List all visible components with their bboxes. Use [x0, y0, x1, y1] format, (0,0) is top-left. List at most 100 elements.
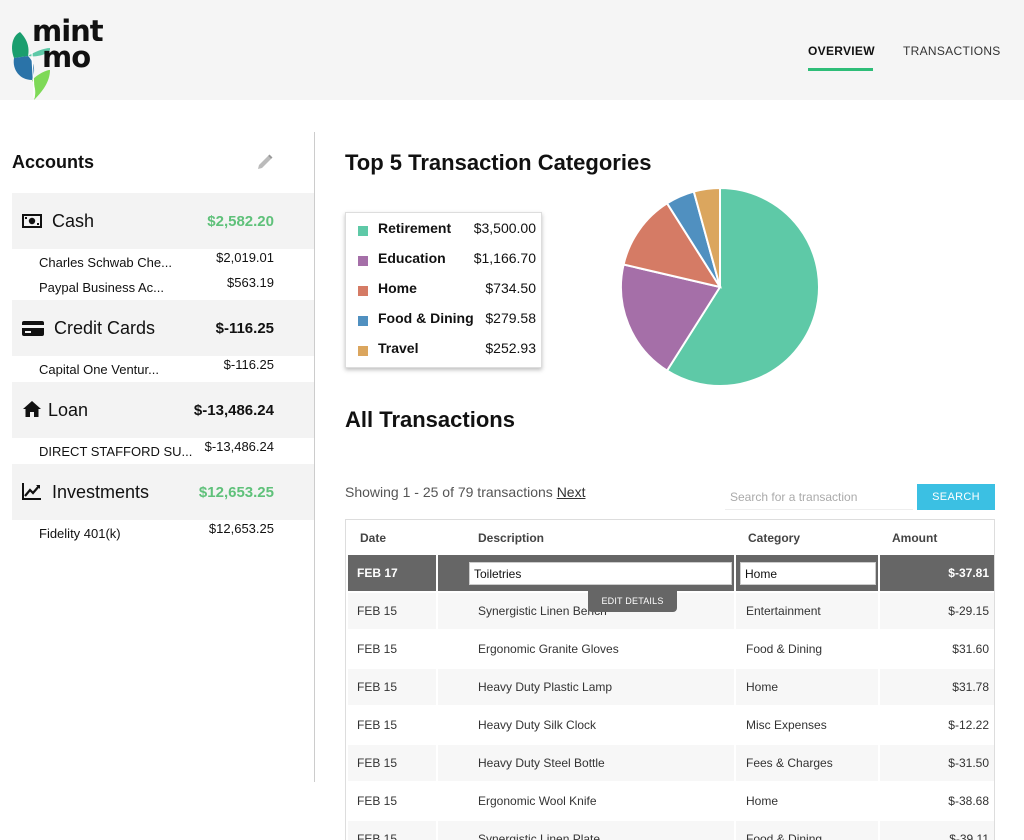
mintmo-logo[interactable]: mint mo [10, 14, 110, 102]
column-header-date[interactable]: Date [360, 531, 387, 545]
pencil-icon[interactable] [256, 153, 274, 171]
row-date: FEB 15 [357, 718, 398, 732]
pie-slice-home [622, 201, 723, 289]
legend-value: $252.93 [485, 340, 536, 356]
table-row[interactable]: FEB 15 Ergonomic Granite Gloves Food & D… [348, 631, 994, 667]
sidebar-divider [314, 132, 315, 782]
cell-bg [880, 555, 994, 591]
cell-bg [880, 593, 994, 629]
table-row[interactable]: FEB 15 Ergonomic Wool Knife Home $-38.68 [348, 783, 994, 819]
cell-bg [438, 745, 734, 781]
table-row[interactable]: FEB 15 Heavy Duty Silk Clock Misc Expens… [348, 707, 994, 743]
table-row[interactable]: FEB 15 Heavy Duty Plastic Lamp Home $31.… [348, 669, 994, 705]
group-label: Cash [52, 211, 95, 231]
cell-bg [736, 669, 878, 705]
account-name[interactable]: Fidelity 401(k) [39, 526, 121, 541]
row-description: Ergonomic Wool Knife [478, 794, 597, 808]
legend-label: Retirement [378, 220, 452, 236]
cell-bg [880, 669, 994, 705]
legend-label: Food & Dining [378, 310, 474, 326]
next-page-link[interactable]: Next [556, 484, 586, 500]
cell-bg [438, 821, 734, 840]
account-group-credit-cards[interactable]: Credit Cards $-116.25 [12, 300, 314, 356]
row-description: Heavy Duty Silk Clock [478, 718, 597, 732]
pie-slice-education [620, 263, 722, 373]
row-category: Fees & Charges [746, 756, 833, 770]
group-label: Credit Cards [54, 318, 156, 338]
description-edit-input[interactable] [469, 562, 732, 585]
credit-card-icon [22, 321, 44, 336]
cash-icon [22, 214, 42, 228]
legend-label: Travel [378, 340, 419, 356]
account-group-cash[interactable]: Cash $2,582.20 [12, 193, 314, 249]
cell-bg [348, 707, 436, 743]
cell-bg [348, 783, 436, 819]
cell-bg [736, 783, 878, 819]
legend-swatch [358, 316, 368, 326]
column-header-amount[interactable]: Amount [892, 531, 938, 545]
row-date: FEB 15 [357, 642, 398, 656]
table-row[interactable]: FEB 15 Synergistic Linen Plate Food & Di… [348, 821, 994, 840]
legend-item: Home $734.50 [358, 280, 536, 300]
account-name[interactable]: Paypal Business Ac... [39, 280, 165, 295]
search-button[interactable]: SEARCH [917, 484, 995, 510]
legend-swatch [358, 226, 368, 236]
table-row[interactable]: FEB 15 Heavy Duty Steel Bottle Fees & Ch… [348, 745, 994, 781]
account-amount: $-13,486.24 [204, 439, 274, 454]
column-header-category[interactable]: Category [748, 531, 801, 545]
cell-bg [880, 631, 994, 667]
cell-bg [348, 593, 436, 629]
edit-details-button[interactable]: EDIT DETAILS [588, 590, 677, 612]
row-category: Food & Dining [746, 832, 823, 840]
cell-bg [880, 783, 994, 819]
legend-swatch [358, 346, 368, 356]
row-category: Food & Dining [746, 642, 823, 656]
row-amount: $-39.11 [949, 832, 989, 840]
row-amount: $31.60 [952, 642, 989, 656]
transaction-search-input[interactable] [725, 484, 913, 510]
legend-swatch [358, 256, 368, 266]
row-date: FEB 15 [357, 794, 398, 808]
logo-line-1: mint [32, 14, 104, 48]
cell-bg [736, 821, 878, 840]
row-amount: $-37.81 [948, 566, 989, 580]
transactions-title: All Transactions [345, 407, 515, 432]
account-amount: $2,019.01 [216, 250, 274, 265]
chart-line-icon [22, 483, 41, 500]
row-date: FEB 17 [357, 566, 398, 580]
account-amount: $563.19 [227, 275, 274, 290]
row-category: Misc Expenses [746, 718, 827, 732]
legend-item: Retirement $3,500.00 [358, 220, 536, 240]
account-group-investments[interactable]: Investments $12,653.25 [12, 464, 314, 520]
cell-bg [880, 745, 994, 781]
pagination-status: Showing 1 - 25 of 79 transactions Next [345, 484, 585, 500]
account-group-loan[interactable]: Loan $-13,486.24 [12, 382, 314, 438]
nav-transactions[interactable]: TRANSACTIONS [903, 44, 1001, 58]
top5-title: Top 5 Transaction Categories [345, 150, 652, 175]
legend-item: Food & Dining $279.58 [358, 310, 536, 330]
row-date: FEB 15 [357, 832, 398, 840]
showing-text: Showing 1 - 25 of 79 transactions [345, 484, 553, 500]
cell-bg [438, 783, 734, 819]
cell-bg [438, 669, 734, 705]
account-name[interactable]: Charles Schwab Che... [39, 255, 172, 270]
logo-line-2: mo [42, 40, 91, 74]
column-header-description[interactable]: Description [478, 531, 545, 545]
account-name[interactable]: Capital One Ventur... [39, 362, 159, 377]
row-category: Home [746, 794, 779, 808]
row-amount: $-29.15 [948, 604, 989, 618]
account-name[interactable]: DIRECT STAFFORD SU... [39, 444, 193, 459]
table-row[interactable]: FEB 15 Synergistic Linen Bench Entertain… [348, 593, 994, 629]
category-edit-input[interactable] [740, 562, 876, 585]
legend-value: $3,500.00 [473, 220, 536, 236]
legend-value: $279.58 [485, 310, 536, 326]
row-amount: $-31.50 [948, 756, 989, 770]
row-description: Ergonomic Granite Gloves [478, 642, 619, 656]
cell-bg [736, 593, 878, 629]
cell-bg [348, 745, 436, 781]
nav-overview[interactable]: OVERVIEW [808, 44, 875, 58]
table-row-selected[interactable]: FEB 17 $-37.81 [348, 555, 994, 591]
legend-label: Education [378, 250, 446, 266]
cell-bg [348, 555, 436, 591]
row-description: Synergistic Linen Bench [478, 604, 607, 618]
